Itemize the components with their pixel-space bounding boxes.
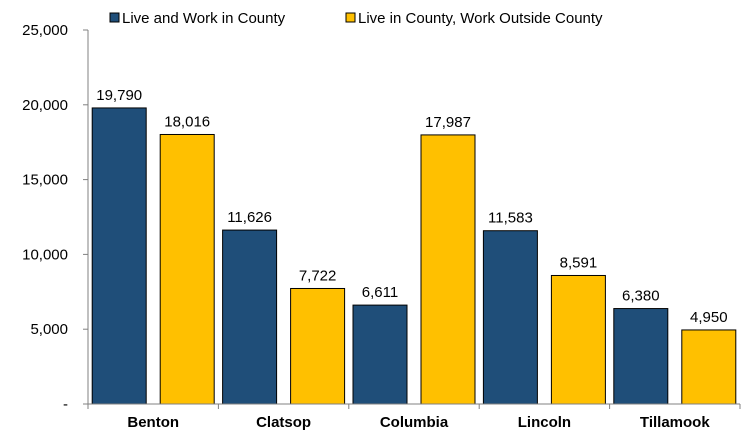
- legend-swatch-series-2: [345, 12, 356, 23]
- bars: [91, 107, 737, 405]
- data-label: 4,950: [690, 309, 728, 326]
- bar-benton-series-2: [159, 133, 215, 405]
- x-axis: Benton Clatsop Columbia Lincoln Tillamook: [87, 403, 741, 431]
- data-label: 18,016: [164, 113, 210, 130]
- legend: Live and Work in County Live in County, W…: [109, 10, 603, 27]
- y-tick-label: 10,000: [22, 246, 68, 263]
- data-labels: 19,790 18,016 11,626 7,722 6,611 17,987 11,583…: [96, 87, 727, 326]
- data-label: 8,591: [560, 254, 598, 271]
- bar-tillamook-series-2: [681, 329, 737, 405]
- x-category-label: Benton: [127, 414, 179, 431]
- data-label: 11,626: [227, 209, 272, 226]
- bar-clatsop-series-2: [290, 287, 346, 405]
- data-label: 11,583: [488, 210, 533, 227]
- legend-swatch-series-1: [109, 12, 120, 23]
- data-label: 7,722: [299, 267, 337, 284]
- bar-columbia-series-1: [352, 304, 408, 405]
- y-tick-label: 15,000: [22, 172, 68, 189]
- y-tick-label: 5,000: [30, 321, 68, 338]
- data-label: 17,987: [425, 114, 471, 131]
- x-category-label: Columbia: [380, 414, 449, 431]
- data-label: 19,790: [96, 87, 142, 104]
- legend-label-series-1: Live and Work in County: [122, 10, 286, 27]
- data-label: 6,380: [622, 288, 660, 305]
- bar-lincoln-series-1: [482, 230, 538, 405]
- y-tick-label: -: [63, 396, 68, 413]
- data-label: 6,611: [362, 284, 398, 301]
- bar-lincoln-series-2: [550, 274, 606, 405]
- y-axis: - 5,000 10,000 15,000 20,000 25,000: [22, 22, 89, 413]
- bar-tillamook-series-1: [613, 308, 669, 405]
- bar-columbia-series-2: [420, 134, 476, 405]
- x-category-label: Tillamook: [640, 414, 710, 431]
- x-category-label: Lincoln: [518, 414, 571, 431]
- x-category-label: Clatsop: [256, 414, 311, 431]
- legend-label-series-2: Live in County, Work Outside County: [358, 10, 603, 27]
- y-tick-label: 20,000: [22, 97, 68, 114]
- bar-clatsop-series-1: [222, 229, 278, 405]
- y-tick-label: 25,000: [22, 22, 68, 39]
- bar-benton-series-1: [91, 107, 147, 405]
